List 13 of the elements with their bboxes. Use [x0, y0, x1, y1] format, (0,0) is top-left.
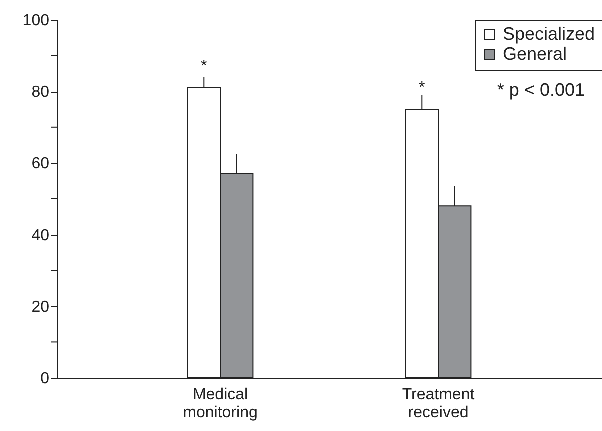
annotation: *	[419, 80, 426, 96]
annotation: * p < 0.001	[497, 80, 585, 100]
y-tick-label: 40	[32, 227, 50, 244]
x-tick-label: Treatment received	[402, 386, 476, 422]
y-tick-label: 0	[40, 370, 50, 388]
legend-label: General	[503, 44, 568, 64]
y-tick-label: 80	[32, 84, 50, 102]
x-tick-label: Medical monitoring	[183, 386, 258, 422]
legend-label: Specialized	[503, 24, 596, 44]
y-tick-label: 20	[32, 298, 50, 316]
annotation: *	[201, 58, 208, 76]
y-tick-label: 100	[22, 12, 50, 30]
y-tick-label: 60	[32, 156, 50, 173]
